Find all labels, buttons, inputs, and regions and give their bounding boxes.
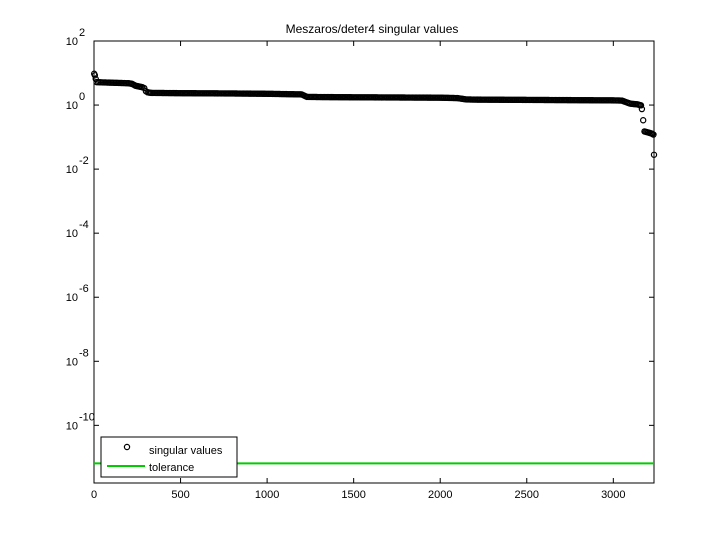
y-tick-exponent: -2 bbox=[79, 155, 89, 167]
data-point bbox=[650, 151, 658, 158]
data-point bbox=[141, 84, 148, 92]
y-tick-label: 10 bbox=[66, 292, 78, 304]
y-tick-exponent: -6 bbox=[79, 283, 89, 295]
x-tick-label: 1000 bbox=[255, 489, 279, 501]
axes-box bbox=[93, 40, 655, 484]
y-tick-label: 10 bbox=[66, 228, 78, 240]
legend-box bbox=[100, 436, 238, 478]
x-tick-label: 2500 bbox=[515, 489, 539, 501]
x-tick-label: 2000 bbox=[428, 489, 452, 501]
data-point bbox=[650, 131, 657, 138]
x-tick-label: 0 bbox=[91, 489, 97, 501]
x-tick-label: 500 bbox=[171, 489, 189, 501]
chart-title: Meszaros/deter4 singular values bbox=[286, 22, 459, 36]
data-point bbox=[91, 72, 99, 79]
legend-label-tolerance: tolerance bbox=[149, 462, 194, 474]
y-tick-label: 10 bbox=[66, 164, 78, 176]
y-tick-exponent: 2 bbox=[79, 27, 85, 39]
y-tick-label: 10 bbox=[66, 100, 78, 112]
data-point bbox=[639, 117, 647, 124]
y-tick-label: 10 bbox=[66, 36, 78, 48]
y-tick-exponent: -8 bbox=[79, 347, 89, 359]
legend-marker-singular-values bbox=[123, 443, 131, 451]
x-tick-label: 3000 bbox=[601, 489, 625, 501]
y-tick-exponent: 0 bbox=[79, 91, 85, 103]
y-tick-exponent: -10 bbox=[79, 411, 95, 423]
plot-area: 0 500 1000 1500 2000 2500 300010210010-210-410… bbox=[66, 27, 658, 501]
data-point bbox=[637, 102, 645, 109]
legend-label-singular-values: singular values bbox=[149, 445, 223, 457]
y-tick-label: 10 bbox=[66, 420, 78, 432]
y-tick-label: 10 bbox=[66, 356, 78, 368]
x-tick-label: 1500 bbox=[341, 489, 365, 501]
y-tick-exponent: -4 bbox=[79, 219, 89, 231]
data-point bbox=[638, 105, 646, 113]
legend: singular values tolerance bbox=[100, 436, 238, 478]
